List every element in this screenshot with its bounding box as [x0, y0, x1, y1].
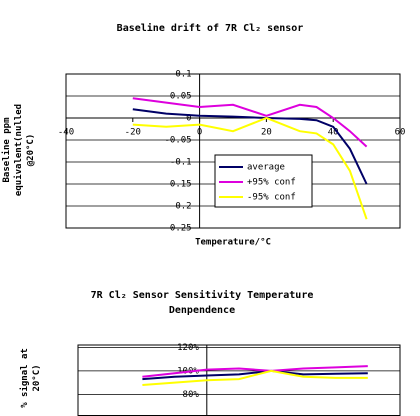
series-line [132, 116, 368, 220]
chart-title: Baseline drift of 7R Cl₂ sensor [117, 22, 304, 34]
y-axis-label-line: equivalent(nulled [13, 104, 24, 196]
y-axis-label-line: 20°C) [32, 364, 42, 391]
x-tick-label: 20 [261, 128, 272, 138]
plot-frame [77, 344, 401, 416]
series-line [132, 108, 368, 185]
legend-label: average [247, 163, 285, 173]
chart-title: 7R Cl₂ Sensor Sensitivity Temperature [91, 289, 314, 301]
y-tick-label: 0.2 [175, 202, 191, 212]
y-axis-label-line: Baseline ppm [1, 117, 12, 183]
x-tick-label: -20 [125, 128, 141, 138]
y-axis-label: % signal at 20°C) [19, 348, 42, 408]
series-line [142, 369, 368, 381]
series-line [142, 365, 368, 378]
y-axis-label: Baseline ppm equivalent(nulled @20°C) [1, 104, 36, 196]
y-tick-label: 120% [177, 343, 199, 353]
y-tick-label: 0.05 [170, 92, 192, 102]
series-line [142, 369, 368, 386]
y-tick-label: 0.1 [175, 70, 191, 80]
y-tick-label: 0.15 [170, 180, 192, 190]
y-axis-label-line: % signal at [19, 348, 30, 408]
x-tick-label: -40 [58, 128, 74, 138]
y-tick-label: 0.25 [170, 224, 192, 234]
y-tick-label: 80% [183, 390, 200, 400]
y-axis-label-line: @20°C) [26, 134, 36, 167]
x-tick-label: 60 [395, 128, 406, 138]
y-tick-label: -0.1 [170, 158, 192, 168]
x-axis-label: Temperature/°C [195, 238, 271, 248]
chart-title: Denpendence [169, 305, 235, 316]
x-tick-label: 0 [197, 128, 202, 138]
series-line [132, 97, 368, 148]
legend-label: -95% conf [247, 193, 296, 203]
y-tick-label: -0.05 [165, 136, 192, 146]
legend-label: +95% conf [247, 178, 296, 188]
x-tick-label: 40 [328, 128, 339, 138]
